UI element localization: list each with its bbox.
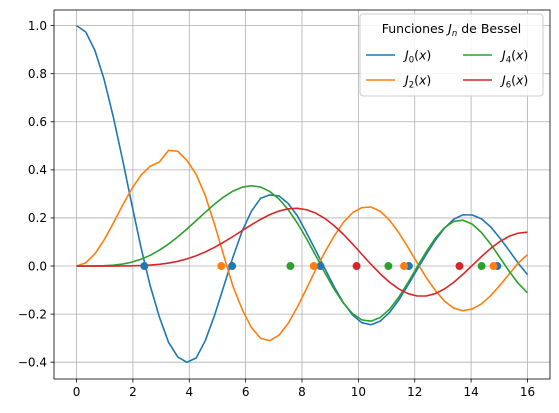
y-tick-label: 0.8 — [28, 67, 47, 81]
x-tick-label: 16 — [520, 385, 535, 399]
zero-marker-j4 — [384, 262, 393, 271]
x-tick-label: 8 — [298, 385, 306, 399]
zero-marker-j0 — [316, 262, 325, 271]
legend: Funciones Jn de Bessel J0(x) J2(x) J4(x) J6… — [359, 13, 544, 97]
x-tick-label: 10 — [351, 385, 366, 399]
x-tick-label: 12 — [407, 385, 422, 399]
zero-marker-j4 — [286, 262, 295, 271]
legend-label: J0(x) — [402, 48, 431, 66]
y-tick-label: 0.2 — [28, 211, 47, 225]
series-line-j2 — [76, 149, 528, 342]
y-tick-label: −0.4 — [18, 355, 47, 369]
x-tick-label: 0 — [73, 385, 81, 399]
ticks: 0 2 4 6 8 10 12 14 16 −0.4 −0.2 0.0 0.2 0.4 0.6 0.8 1.0 — [18, 19, 535, 399]
legend-entries: J0(x) J2(x) J4(x) J6(x) — [366, 48, 528, 91]
series-line-j6 — [76, 207, 528, 297]
legend-label: J4(x) — [499, 48, 528, 66]
zero-marker-j0 — [228, 262, 237, 271]
zero-marker-j2 — [400, 262, 409, 271]
y-tick-label: 1.0 — [28, 19, 47, 33]
x-tick-label: 4 — [185, 385, 193, 399]
series-line-j0 — [76, 24, 529, 364]
zero-markers — [140, 262, 502, 271]
legend-label: J2(x) — [402, 73, 431, 91]
legend-box — [359, 13, 544, 97]
zero-marker-j2 — [217, 262, 226, 271]
zero-marker-j6 — [455, 262, 464, 271]
zero-marker-j0 — [140, 262, 149, 271]
x-tick-label: 14 — [463, 385, 478, 399]
y-tick-label: 0.4 — [28, 163, 47, 177]
zero-marker-j2 — [489, 262, 498, 271]
series-line-j4 — [76, 184, 529, 323]
zero-marker-j4 — [477, 262, 486, 271]
y-tick-label: 0.6 — [28, 115, 47, 129]
zero-marker-j2 — [309, 262, 318, 271]
x-tick-label: 2 — [129, 385, 137, 399]
zero-marker-j6 — [352, 262, 361, 271]
series-layer — [76, 24, 529, 364]
legend-label: J6(x) — [499, 73, 528, 91]
y-tick-label: 0.0 — [28, 259, 47, 273]
y-tick-label: −0.2 — [18, 307, 47, 321]
x-tick-label: 6 — [242, 385, 250, 399]
legend-title: Funciones Jn de Bessel — [382, 21, 522, 39]
